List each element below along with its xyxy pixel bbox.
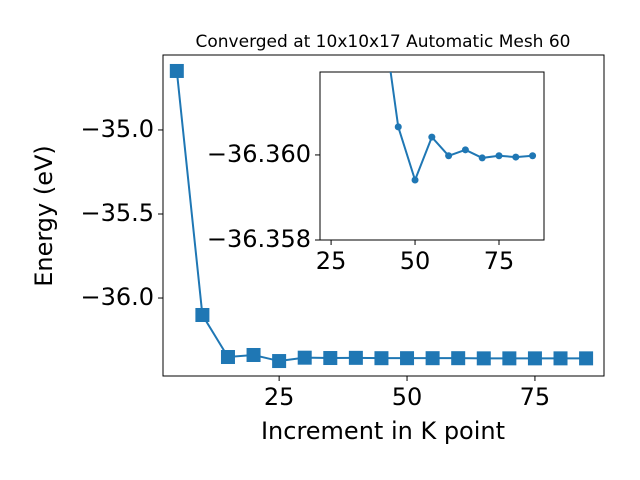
marker bbox=[529, 152, 537, 160]
marker bbox=[246, 347, 261, 362]
marker bbox=[445, 152, 453, 160]
marker bbox=[378, 3, 385, 10]
marker bbox=[348, 350, 363, 365]
y-tick-label: −36.358 bbox=[207, 225, 311, 253]
y-axis-label: Energy (eV) bbox=[30, 145, 58, 287]
marker bbox=[579, 351, 594, 366]
marker bbox=[478, 154, 486, 162]
marker bbox=[425, 351, 440, 366]
marker bbox=[220, 350, 235, 365]
y-tick-label: −35.5 bbox=[80, 199, 154, 227]
marker bbox=[428, 133, 436, 141]
series-line bbox=[389, 72, 533, 184]
y-tick-label: −36.360 bbox=[207, 140, 311, 168]
marker bbox=[272, 354, 287, 369]
y-tick-label: −36.0 bbox=[80, 283, 154, 311]
marker bbox=[495, 152, 503, 160]
series-group bbox=[378, 3, 537, 184]
series-group bbox=[169, 63, 594, 369]
marker bbox=[527, 351, 542, 366]
marker bbox=[512, 153, 520, 161]
marker bbox=[400, 351, 415, 366]
x-tick-label: 25 bbox=[316, 247, 347, 275]
x-tick-label: 75 bbox=[484, 247, 515, 275]
marker bbox=[169, 63, 184, 78]
x-tick-label: 75 bbox=[520, 383, 551, 411]
x-axis-label: Increment in K point bbox=[261, 417, 505, 445]
marker bbox=[323, 351, 338, 366]
marker bbox=[553, 351, 568, 366]
chart-title: Converged at 10x10x17 Automatic Mesh 60 bbox=[196, 32, 571, 52]
marker bbox=[394, 123, 402, 131]
x-tick-label: 50 bbox=[392, 383, 423, 411]
marker bbox=[451, 351, 466, 366]
marker bbox=[476, 351, 491, 366]
marker bbox=[461, 146, 469, 154]
x-tick-label: 25 bbox=[264, 383, 295, 411]
x-tick-label: 50 bbox=[400, 247, 431, 275]
marker bbox=[297, 350, 312, 365]
marker bbox=[502, 351, 517, 366]
marker bbox=[374, 351, 389, 366]
marker bbox=[195, 307, 210, 322]
marker bbox=[411, 176, 419, 184]
y-tick-label: −35.0 bbox=[80, 115, 154, 143]
